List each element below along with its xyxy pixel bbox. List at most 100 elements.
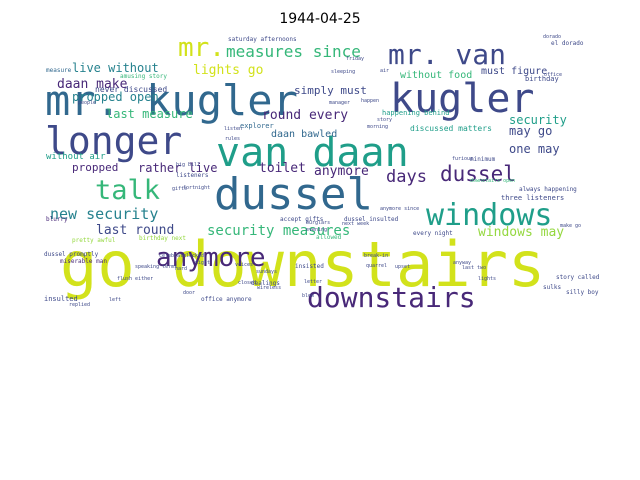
word-cloud-word: propped open — [72, 90, 159, 104]
word-cloud-word: rather live — [138, 161, 217, 175]
word-cloud-word: always happening — [519, 186, 577, 193]
word-cloud-word: listen — [224, 126, 242, 132]
word-cloud-word: without air — [46, 152, 106, 162]
word-cloud-word: flush either — [117, 276, 153, 282]
word-cloud-word: left — [109, 297, 121, 303]
word-cloud-word: anymore — [314, 164, 369, 179]
word-cloud-word: anymore — [156, 243, 266, 273]
word-cloud-word: may go — [509, 124, 552, 138]
word-cloud-word: door — [183, 290, 195, 296]
word-cloud-word: hard — [175, 266, 187, 272]
word-cloud-word: office anymore — [201, 296, 252, 303]
word-cloud-word: one may — [509, 142, 560, 156]
word-cloud-word: explorer — [240, 122, 274, 130]
word-cloud-word: insisted — [295, 263, 324, 270]
word-cloud-word: manager — [329, 100, 350, 106]
word-cloud-word: big bill — [176, 162, 200, 168]
word-cloud-word: measures since — [226, 42, 361, 61]
word-cloud-word: simply must — [294, 84, 367, 97]
word-cloud-word: mr. van — [388, 38, 506, 71]
word-cloud-word: happening behind — [382, 109, 449, 117]
word-cloud-word: make go — [560, 223, 581, 229]
word-cloud-word: silly boy — [566, 289, 599, 296]
word-cloud-word: three listeners — [501, 194, 564, 202]
word-cloud-word: round every — [262, 108, 348, 123]
word-cloud-word: windows — [426, 198, 552, 233]
word-cloud-word: speaking terms — [135, 264, 177, 270]
word-cloud-word: discussed matters — [410, 124, 492, 133]
word-cloud-word: miserable man — [60, 258, 107, 265]
word-cloud-word: night — [195, 260, 210, 266]
word-cloud-word: upset — [395, 264, 410, 270]
word-cloud-word: wireless — [257, 285, 281, 291]
word-cloud-word: toilet — [259, 161, 306, 176]
word-cloud-word: birthday — [525, 75, 559, 83]
word-cloud-word: next week — [342, 221, 369, 227]
word-cloud-word: gifts — [172, 186, 187, 192]
word-cloud-word: daan bawled — [271, 129, 337, 140]
word-cloud-word: friday — [346, 56, 364, 62]
word-cloud-word: closed — [238, 280, 256, 286]
word-cloud-word: birthday next — [139, 235, 186, 242]
word-cloud-word: van daan — [216, 130, 409, 176]
word-cloud-word: last round — [96, 223, 174, 238]
word-cloud-word: saturday afternoons — [228, 36, 297, 43]
word-cloud-word: locked — [186, 253, 204, 259]
word-cloud-word: every night — [413, 230, 453, 237]
word-cloud-word: kugler — [390, 76, 535, 122]
word-cloud-word: blow — [302, 293, 315, 299]
word-cloud-word: downstairs open — [470, 178, 515, 184]
word-cloud-word: happen — [361, 98, 379, 104]
word-cloud-word: live without — [72, 61, 159, 75]
word-cloud-word: burglars — [306, 220, 330, 226]
word-cloud-word: must figure — [481, 66, 547, 77]
word-cloud-word: evening — [306, 227, 327, 233]
word-cloud-word: daan make — [57, 77, 128, 92]
word-cloud-word: story — [377, 117, 392, 123]
word-cloud-word: never discussed — [95, 85, 167, 94]
word-cloud-word: accept gifts — [280, 216, 324, 223]
word-cloud-word: amusing story — [120, 73, 167, 80]
word-cloud-word: security measures — [207, 223, 350, 239]
word-cloud-word: longer — [45, 119, 182, 163]
word-cloud-word: letter — [304, 279, 322, 285]
word-cloud-word: talk — [95, 175, 160, 206]
word-cloud-word: downstairs — [307, 281, 476, 314]
word-cloud-word: dussel promptly — [44, 251, 99, 258]
word-cloud-word: sulks — [543, 284, 561, 291]
word-cloud-word: dealings — [251, 280, 280, 287]
word-cloud-word: dussel — [214, 169, 373, 220]
word-cloud-word: furious — [452, 156, 473, 162]
word-cloud-word: propped — [72, 161, 118, 174]
word-cloud-word: listeners — [176, 172, 209, 179]
word-cloud-word: dussel insulted — [344, 216, 399, 223]
word-cloud-word: morning — [367, 124, 388, 130]
word-cloud-word: minimum — [470, 156, 496, 163]
word-cloud-word: story called — [556, 274, 600, 281]
word-cloud-word: mr. — [178, 33, 225, 63]
word-cloud-word: el dorado — [551, 40, 584, 47]
word-cloud-word: allowed — [316, 234, 342, 241]
word-cloud-word: air — [380, 68, 389, 74]
word-cloud-word: mr. kugler — [45, 76, 298, 125]
word-cloud-word: windows may — [478, 225, 564, 240]
word-cloud-word: blurry — [46, 216, 68, 223]
word-cloud-word: dorado — [543, 34, 561, 40]
word-cloud-word: sundays — [256, 269, 277, 275]
word-cloud-word: anymore since — [380, 206, 419, 212]
word-cloud-word: insulted — [44, 295, 78, 303]
word-cloud-word: lights go — [193, 63, 263, 78]
word-cloud-word: last two — [462, 265, 486, 271]
word-cloud-word: without food — [400, 70, 472, 81]
word-cloud-word: fortnight — [183, 185, 210, 191]
word-cloud-word: rules — [225, 136, 240, 142]
figure-title: 1944-04-25 — [279, 11, 361, 27]
word-cloud-word: sleeping — [331, 69, 355, 75]
word-cloud-word: office — [544, 72, 562, 78]
word-cloud-word: replied — [69, 302, 90, 308]
word-cloud-word: security — [509, 113, 567, 127]
word-cloud-word: days — [386, 167, 427, 187]
word-cloud-word: quarrel — [366, 263, 387, 269]
word-cloud-word: people — [78, 100, 96, 106]
